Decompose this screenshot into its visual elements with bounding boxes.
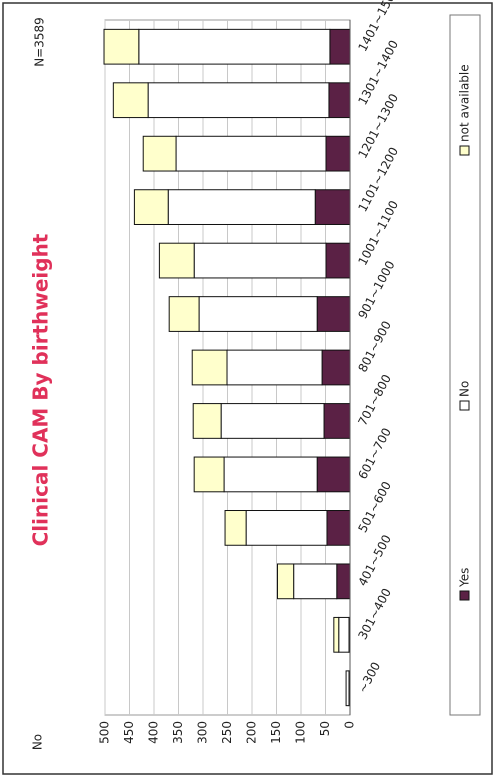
bar-segment — [338, 616, 350, 653]
bar-segment — [321, 349, 351, 386]
legend-swatch — [459, 400, 470, 411]
y-tick-label: 300 — [196, 721, 210, 744]
bar-segment — [328, 82, 351, 119]
annotation: N=3589 — [33, 17, 47, 67]
bar-segment — [314, 189, 351, 225]
bar-segment — [103, 28, 140, 65]
legend-label: not available — [458, 64, 472, 142]
bar-segment — [329, 28, 351, 65]
y-tick-label: 250 — [220, 721, 234, 744]
bar-segment — [316, 296, 351, 332]
legend-swatch — [459, 145, 470, 156]
y-tick-label: 0 — [343, 721, 357, 729]
bar-segment — [142, 135, 177, 172]
bar-segment — [175, 135, 327, 172]
bar-segment — [168, 296, 200, 332]
bar-segment — [345, 670, 350, 707]
bar-segment — [276, 563, 295, 600]
bar-segment — [323, 403, 351, 439]
y-tick-label: 500 — [98, 721, 112, 744]
bar-segment — [326, 510, 351, 546]
chart-title: Clinical CAM By birthweight — [29, 233, 53, 546]
bar-segment — [133, 189, 169, 225]
bar-segment — [325, 135, 351, 172]
legend-label: Yes — [458, 568, 472, 588]
y-tick-label: 400 — [147, 721, 161, 744]
bar-segment — [158, 242, 195, 279]
y-tick-label: 350 — [171, 721, 185, 744]
bar-segment — [316, 456, 351, 493]
bar-segment — [193, 242, 327, 279]
y-axis-label: No — [31, 734, 45, 750]
bar-segment — [191, 349, 228, 386]
y-tick-label: 100 — [294, 721, 308, 744]
y-tick-label: 450 — [122, 721, 136, 744]
bar-segment — [336, 563, 351, 600]
y-tick-label: 150 — [269, 721, 283, 744]
bar-segment — [112, 82, 149, 119]
bar-segment — [192, 403, 222, 439]
y-tick-label: 200 — [245, 721, 259, 744]
bar-segment — [147, 82, 330, 119]
bar-segment — [198, 296, 318, 332]
legend-swatch — [459, 590, 470, 601]
bar-segment — [193, 456, 225, 493]
bar-segment — [325, 242, 351, 279]
bar-segment — [333, 616, 340, 653]
bar-segment — [224, 510, 247, 546]
bar-segment — [293, 563, 338, 600]
legend-box — [449, 14, 481, 716]
bar-segment — [220, 403, 325, 439]
legend-label: No — [458, 381, 472, 397]
bar-segment — [223, 456, 318, 493]
bar-segment — [138, 28, 331, 65]
bar-segment — [245, 510, 328, 546]
y-tick-label: 50 — [318, 721, 332, 736]
bar-segment — [167, 189, 316, 225]
bar-segment — [226, 349, 323, 386]
